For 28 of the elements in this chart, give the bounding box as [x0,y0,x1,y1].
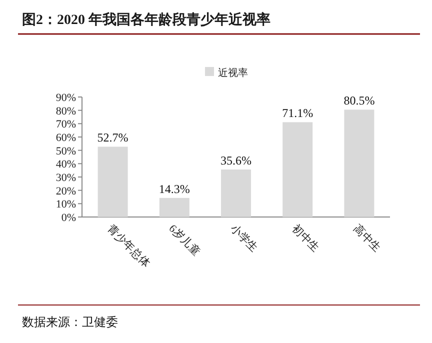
source-note: 数据来源：卫健委 [22,315,118,329]
bar [221,170,251,217]
y-tick-label: 40% [56,158,76,171]
data-label: 35.6% [220,154,252,168]
bar [282,122,313,217]
x-tick-label: 青少年总体 [104,222,153,270]
data-label: 52.7% [97,130,128,145]
data-label: 14.3% [158,182,190,196]
y-tick-label: 10% [56,198,76,211]
data-label: 80.5% [344,94,375,108]
bar [159,198,190,217]
x-tick-label: 高中生 [351,222,384,254]
data-label: 71.1% [282,106,314,120]
y-tick-label: 0% [61,212,76,224]
bar [344,110,374,217]
y-tick-label: 80% [56,105,76,118]
y-tick-label: 20% [56,185,76,198]
x-tick-label: 6岁儿童 [166,222,203,258]
y-tick-label: 70% [56,118,76,131]
bar [98,146,128,217]
y-tick-label: 30% [56,172,76,184]
y-tick-label: 90% [56,92,76,104]
y-tick-label: 50% [56,145,76,158]
chart-title: 图2：2020 年我国各年龄段青少年近视率 [22,11,270,28]
y-tick-label: 60% [56,132,76,144]
legend-label: 近视率 [218,67,248,79]
x-tick-label: 小学生 [228,222,260,254]
x-tick-label: 初中生 [289,222,322,254]
